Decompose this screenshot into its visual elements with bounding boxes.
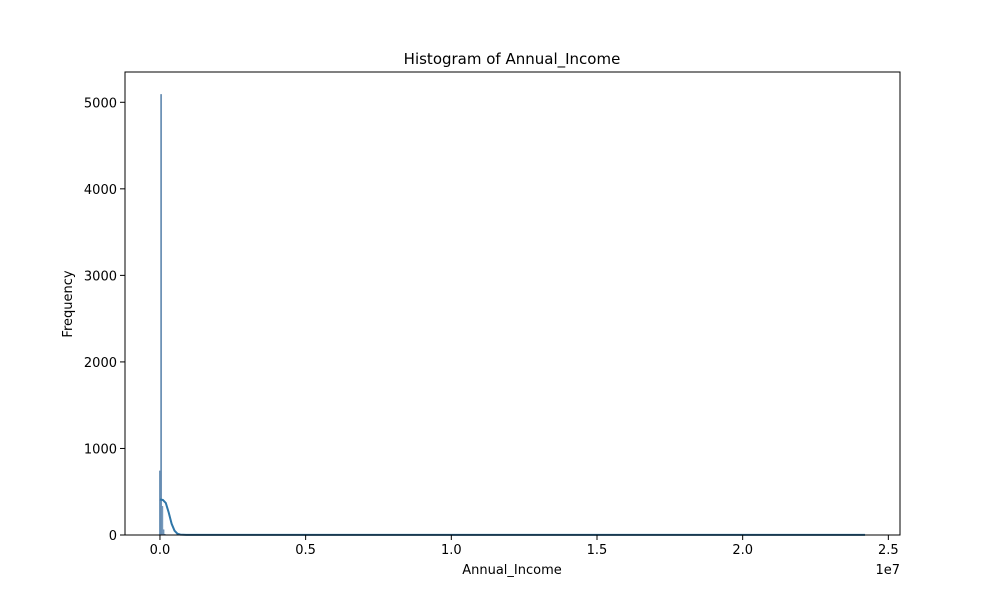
y-tick-label: 5000 <box>84 96 117 111</box>
y-tick-label: 1000 <box>84 442 117 457</box>
y-tick-label: 2000 <box>84 356 117 371</box>
x-axis-label: Annual_Income <box>462 563 562 578</box>
plot-area <box>159 94 866 536</box>
chart-title: Histogram of Annual_Income <box>404 50 621 69</box>
y-axis-label: Frequency <box>61 270 76 337</box>
x-tick-label: 2.0 <box>732 543 753 558</box>
x-tick-label: 0.5 <box>295 543 316 558</box>
x-axis-scale-label: 1e7 <box>875 563 900 578</box>
x-axis: 0.0 0.5 1.0 1.5 2.0 2.5 <box>150 535 899 558</box>
y-tick-label: 3000 <box>84 269 117 284</box>
y-tick-label: 0 <box>109 529 117 544</box>
x-tick-label: 0.0 <box>150 543 171 558</box>
plot-frame <box>124 71 901 536</box>
y-tick-label: 4000 <box>84 183 117 198</box>
x-tick-label: 1.5 <box>587 543 608 558</box>
kde-curve <box>159 498 866 536</box>
y-axis: 0 1000 2000 3000 4000 5000 <box>84 96 125 544</box>
x-tick-label: 2.5 <box>878 543 899 558</box>
x-tick-label: 1.0 <box>441 543 462 558</box>
histogram-bar <box>160 94 163 536</box>
